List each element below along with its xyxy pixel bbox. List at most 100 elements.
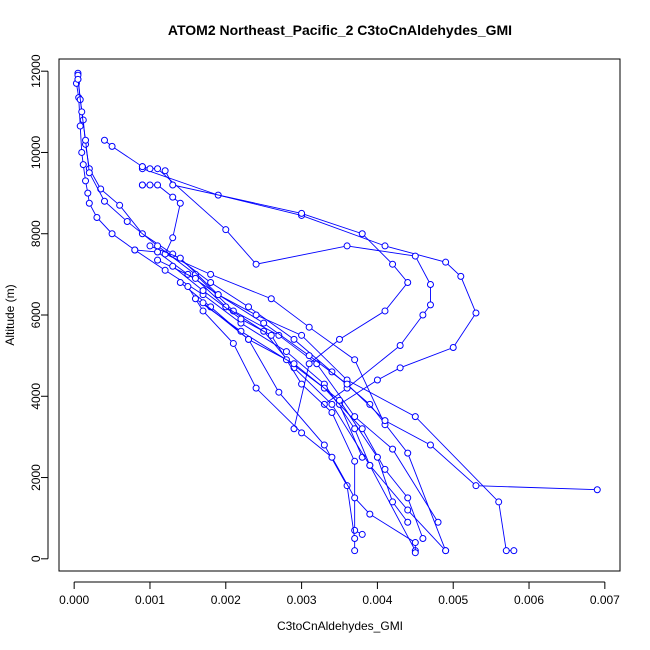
series-line xyxy=(77,79,439,523)
data-point xyxy=(78,108,86,116)
x-tick-label: 0.007 xyxy=(590,593,620,607)
data-point xyxy=(351,494,359,502)
data-point xyxy=(76,122,84,130)
data-point xyxy=(351,413,359,421)
data-point xyxy=(207,270,215,278)
data-point xyxy=(154,165,162,173)
data-point xyxy=(396,341,404,349)
x-tick-label: 0.003 xyxy=(287,593,317,607)
data-point xyxy=(593,486,601,494)
y-axis-label: Altitude (m) xyxy=(3,284,17,345)
series-line xyxy=(164,170,409,429)
data-point xyxy=(305,352,313,360)
data-point xyxy=(298,380,306,388)
series-layer xyxy=(72,69,601,557)
data-point xyxy=(199,307,207,315)
data-point xyxy=(411,413,419,421)
data-point xyxy=(351,457,359,465)
data-point xyxy=(161,167,169,175)
data-point xyxy=(366,461,374,469)
data-point xyxy=(108,230,116,238)
data-point xyxy=(108,142,116,150)
series-line xyxy=(77,75,447,551)
data-point xyxy=(305,360,313,368)
data-point xyxy=(434,518,442,526)
data-point xyxy=(290,335,298,343)
data-point xyxy=(343,242,351,250)
data-point xyxy=(199,299,207,307)
data-point xyxy=(176,278,184,286)
data-point xyxy=(138,181,146,189)
series-14 xyxy=(191,295,427,542)
data-point xyxy=(85,199,93,207)
data-point xyxy=(351,526,359,534)
data-point xyxy=(404,494,412,502)
data-point xyxy=(154,181,162,189)
data-point xyxy=(74,75,82,83)
series-9 xyxy=(146,242,601,494)
series-line xyxy=(104,139,477,458)
data-point xyxy=(282,348,290,356)
series-15 xyxy=(199,299,412,526)
y-tick-label: 12000 xyxy=(29,54,43,88)
y-tick-label: 0 xyxy=(29,555,43,562)
data-point xyxy=(260,319,268,327)
x-tick-label: 0.005 xyxy=(438,593,468,607)
series-13 xyxy=(184,283,419,557)
x-tick-label: 0.002 xyxy=(211,593,241,607)
data-point xyxy=(495,498,503,506)
y-tick-label: 2000 xyxy=(29,464,43,491)
data-point xyxy=(366,400,374,408)
y-axis: 0 2000 4000 6000 8000 10000 12000 xyxy=(29,54,49,562)
data-point xyxy=(161,266,169,274)
data-point xyxy=(320,400,328,408)
data-point xyxy=(351,547,359,555)
data-point xyxy=(320,441,328,449)
x-tick-label: 0.000 xyxy=(59,593,89,607)
data-point xyxy=(138,163,146,171)
data-point xyxy=(373,376,381,384)
data-point xyxy=(351,534,359,542)
series-10 xyxy=(154,256,450,555)
series-7 xyxy=(138,181,389,429)
data-point xyxy=(449,344,457,352)
series-8 xyxy=(131,246,518,555)
data-point xyxy=(426,301,434,309)
data-point xyxy=(169,262,177,270)
data-point xyxy=(389,445,397,453)
data-point xyxy=(328,400,336,408)
series-6 xyxy=(161,167,412,433)
data-point xyxy=(336,335,343,343)
x-axis: 0.000 0.001 0.002 0.003 0.004 0.005 0.006 0.007 xyxy=(59,581,620,607)
data-point xyxy=(358,230,366,238)
data-point xyxy=(381,417,389,425)
data-point xyxy=(396,364,404,372)
data-point xyxy=(298,429,306,437)
data-point xyxy=(336,396,343,404)
data-point xyxy=(184,283,192,291)
data-point xyxy=(351,425,359,433)
data-point xyxy=(176,199,184,207)
data-point xyxy=(93,213,101,221)
data-point xyxy=(419,311,427,319)
data-point xyxy=(389,260,397,268)
data-point xyxy=(116,201,124,209)
data-point xyxy=(191,274,199,282)
data-point xyxy=(366,510,374,518)
data-point xyxy=(131,246,139,254)
series-line xyxy=(149,245,598,491)
data-point xyxy=(146,242,154,250)
data-point xyxy=(290,360,298,368)
y-tick-label: 8000 xyxy=(29,220,43,247)
data-point xyxy=(84,189,92,197)
data-point xyxy=(419,534,427,542)
data-point xyxy=(389,498,397,506)
data-point xyxy=(328,409,336,417)
data-point xyxy=(146,181,154,189)
y-tick-label: 6000 xyxy=(29,301,43,328)
data-point xyxy=(373,453,381,461)
data-point xyxy=(123,218,131,226)
data-point xyxy=(426,281,434,289)
data-point xyxy=(267,331,275,339)
